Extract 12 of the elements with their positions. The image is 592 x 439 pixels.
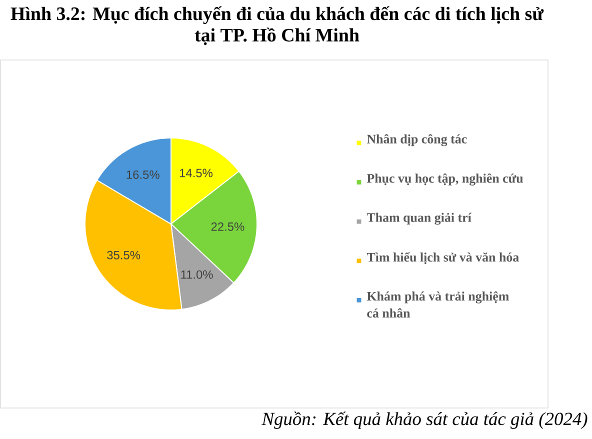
legend-label: Tham quan giải trí	[366, 212, 472, 225]
text: Nguồn: Kết quả khảo sát của tác giả (2024)	[262, 412, 588, 429]
legend-label: Phục vụ học tập, nghiên cứu	[366, 173, 523, 186]
legend-label: Nhân dịp công tác	[366, 134, 467, 146]
data-label: 22.5%	[211, 222, 244, 231]
data-label: 11.0%	[181, 270, 213, 279]
chart-title: Hình 3.2: Mục đích chuyến đi của du khách đến các di tích lịch sử tại TP. Hồ Chí Minh	[10, 6, 544, 46]
data-label: 14.5%	[180, 168, 212, 178]
data-label: 16.5%	[126, 170, 160, 179]
data-label: 35.5%	[107, 250, 140, 260]
legend-label: Khám phá và trải nghiệm cá nhân	[366, 291, 509, 318]
legend-label: Tìm hiểu lịch sử và văn hóa	[366, 252, 519, 264]
